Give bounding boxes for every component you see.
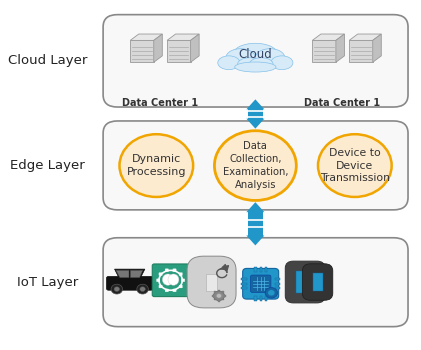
Ellipse shape	[271, 56, 293, 70]
FancyBboxPatch shape	[179, 273, 182, 275]
Polygon shape	[246, 119, 264, 129]
Bar	[265, 296, 267, 301]
FancyBboxPatch shape	[173, 269, 176, 272]
Polygon shape	[130, 34, 163, 40]
Text: Edge Layer: Edge Layer	[11, 159, 85, 172]
Text: Data Center 1: Data Center 1	[123, 98, 198, 108]
Bar	[313, 273, 322, 291]
FancyBboxPatch shape	[152, 264, 189, 296]
Bar	[274, 278, 280, 280]
Text: Data
Collection,
Examination,
Analysis: Data Collection, Examination, Analysis	[223, 141, 288, 190]
Bar	[259, 267, 262, 272]
Circle shape	[111, 284, 123, 294]
Polygon shape	[312, 34, 344, 40]
Bar	[130, 40, 154, 62]
Polygon shape	[246, 236, 264, 245]
Ellipse shape	[235, 62, 276, 72]
Text: Cloud: Cloud	[238, 48, 272, 61]
FancyBboxPatch shape	[302, 264, 333, 300]
Bar	[248, 108, 263, 119]
FancyBboxPatch shape	[157, 279, 160, 282]
Bar	[349, 40, 373, 62]
FancyBboxPatch shape	[181, 279, 185, 282]
Circle shape	[213, 291, 224, 301]
Circle shape	[114, 287, 120, 292]
Ellipse shape	[256, 49, 285, 67]
Bar	[274, 287, 280, 289]
Ellipse shape	[233, 43, 277, 65]
FancyBboxPatch shape	[107, 276, 153, 290]
Bar	[296, 272, 314, 293]
Ellipse shape	[218, 56, 240, 70]
Polygon shape	[154, 34, 163, 62]
FancyBboxPatch shape	[187, 256, 236, 308]
Ellipse shape	[238, 58, 261, 70]
Polygon shape	[246, 202, 264, 212]
Circle shape	[216, 294, 221, 298]
Bar	[212, 295, 214, 297]
Circle shape	[268, 290, 275, 296]
FancyBboxPatch shape	[165, 269, 168, 272]
Circle shape	[318, 134, 392, 197]
FancyBboxPatch shape	[165, 289, 168, 292]
Bar	[213, 291, 216, 293]
Bar	[224, 295, 226, 297]
FancyBboxPatch shape	[103, 121, 408, 210]
Bar	[248, 211, 263, 236]
Polygon shape	[246, 99, 264, 109]
Bar	[241, 278, 247, 280]
Text: IoT Layer: IoT Layer	[17, 275, 78, 288]
Bar	[218, 290, 220, 292]
Polygon shape	[116, 271, 129, 278]
Polygon shape	[373, 34, 381, 62]
Bar	[312, 40, 336, 62]
Circle shape	[137, 284, 148, 294]
FancyBboxPatch shape	[285, 261, 325, 303]
FancyBboxPatch shape	[159, 285, 162, 288]
Ellipse shape	[163, 274, 173, 285]
Bar	[265, 267, 267, 272]
Bar	[241, 287, 247, 289]
Circle shape	[120, 134, 193, 197]
Polygon shape	[349, 34, 381, 40]
Bar	[254, 296, 256, 301]
Circle shape	[265, 288, 277, 298]
Ellipse shape	[168, 274, 179, 285]
FancyBboxPatch shape	[103, 15, 408, 107]
FancyBboxPatch shape	[179, 285, 182, 288]
Bar	[206, 274, 218, 292]
Bar	[241, 283, 247, 285]
Bar	[222, 299, 224, 300]
Polygon shape	[131, 271, 143, 278]
FancyBboxPatch shape	[159, 273, 162, 275]
Text: Cloud Layer: Cloud Layer	[8, 54, 88, 67]
FancyBboxPatch shape	[173, 289, 176, 292]
Text: Device to
Device
Transmission: Device to Device Transmission	[320, 148, 390, 183]
Ellipse shape	[250, 58, 273, 70]
Polygon shape	[167, 34, 199, 40]
Bar	[274, 283, 280, 285]
Circle shape	[140, 287, 145, 292]
Polygon shape	[191, 34, 199, 62]
Polygon shape	[115, 269, 145, 278]
Circle shape	[214, 131, 296, 201]
Bar	[254, 267, 256, 272]
Bar	[213, 299, 216, 300]
Ellipse shape	[226, 49, 256, 67]
FancyBboxPatch shape	[242, 268, 279, 299]
Bar	[218, 300, 220, 302]
Text: Dynamic
Processing: Dynamic Processing	[127, 154, 186, 177]
Bar	[222, 291, 224, 293]
Text: Data Center 1: Data Center 1	[304, 98, 381, 108]
Polygon shape	[336, 34, 344, 62]
FancyBboxPatch shape	[250, 275, 271, 293]
Bar	[259, 296, 262, 301]
FancyBboxPatch shape	[103, 238, 408, 327]
Bar	[167, 40, 191, 62]
